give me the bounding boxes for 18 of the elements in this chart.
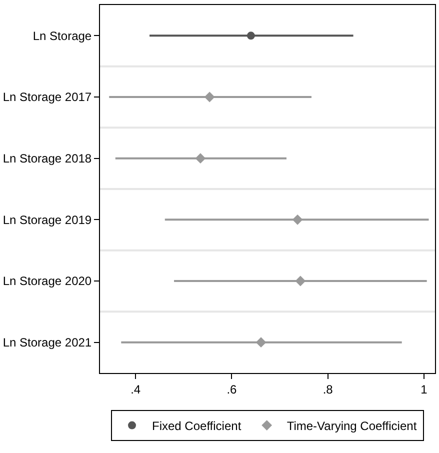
y-tick-label: Ln Storage 2021 <box>2 336 92 350</box>
y-tick-label: Ln Storage 2019 <box>2 212 92 227</box>
y-tick-label: Ln Storage 2018 <box>2 152 92 166</box>
y-tick-label: Ln Storage 2017 <box>2 90 92 104</box>
x-tick-label: .6 <box>226 382 238 396</box>
point <box>204 92 215 102</box>
legend-label: Time-Varying Coefficient <box>286 418 418 433</box>
point <box>256 337 266 348</box>
legend-label: Fixed Coefficient <box>152 418 242 433</box>
point <box>195 153 206 164</box>
point <box>295 276 306 286</box>
x-tick-label: .4 <box>130 382 141 396</box>
y-tick-label: Ln Storage <box>32 28 92 43</box>
point <box>246 32 255 40</box>
y-tick-label: Ln Storage 2020 <box>2 274 92 288</box>
x-tick-label: .8 <box>322 382 334 396</box>
point <box>292 214 303 225</box>
x-tick-label: 1 <box>420 382 428 396</box>
